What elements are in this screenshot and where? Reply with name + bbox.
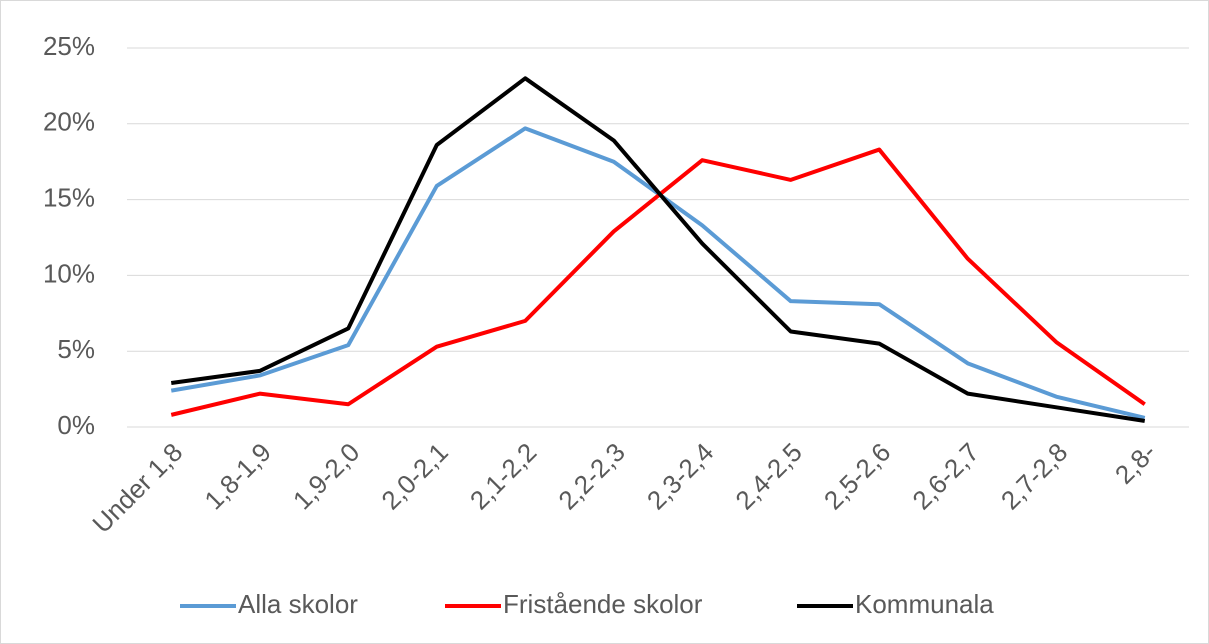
y-tick-label: 5%: [57, 334, 95, 364]
series-line: [170, 76, 1146, 423]
legend-label: Fristående skolor: [503, 589, 703, 619]
series-line: [170, 147, 1146, 417]
y-tick-label: 15%: [43, 182, 95, 212]
legend-label: Alla skolor: [238, 589, 358, 619]
y-tick-label: 25%: [43, 31, 95, 61]
y-tick-label: 0%: [57, 410, 95, 440]
legend-label: Kommunala: [855, 589, 994, 619]
y-tick-label: 10%: [43, 258, 95, 288]
y-tick-label: 20%: [43, 107, 95, 137]
